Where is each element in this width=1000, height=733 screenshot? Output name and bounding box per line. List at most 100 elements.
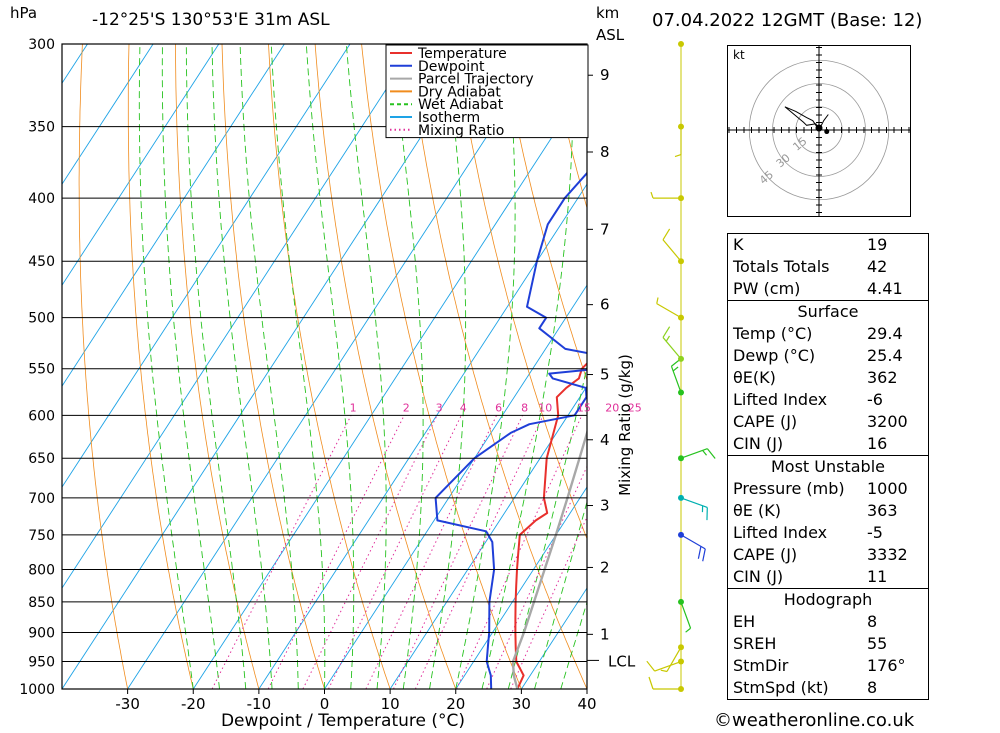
- hodograph-section-title: Hodograph: [728, 588, 928, 611]
- most-unstable-value: 3332: [867, 545, 908, 564]
- wind-barb-half-flag: [660, 669, 668, 673]
- surface-label: Dewp (°C): [733, 346, 816, 365]
- index-value: 4.41: [867, 279, 903, 298]
- pressure-tick-label: 850: [28, 595, 55, 611]
- most-unstable-label: CAPE (J): [733, 545, 798, 564]
- mixing-ratio-label: 25: [628, 401, 642, 414]
- wind-barb-half-flag: [674, 154, 682, 158]
- hodograph-stat-value: 8: [867, 678, 878, 697]
- surface-label: CAPE (J): [733, 412, 798, 431]
- pressure-tick-label: 650: [28, 451, 55, 467]
- wind-barb-shaft: [680, 534, 706, 550]
- dry-adiabat-line: [454, 44, 587, 540]
- isotherm-line: [455, 486, 587, 689]
- wind-barb-shaft: [670, 366, 682, 393]
- most-unstable-value: 363: [867, 501, 898, 520]
- km-tick-label: 5: [600, 366, 610, 384]
- wind-barb-shaft: [656, 303, 682, 319]
- surface-value: 362: [867, 368, 898, 387]
- mixing-ratio-label: 8: [521, 401, 528, 414]
- pressure-tick-label: 350: [28, 120, 55, 136]
- dry-adiabat-line: [361, 44, 522, 689]
- surface-label: CIN (J): [733, 434, 784, 453]
- x-axis-label: Dewpoint / Temperature (°C): [221, 711, 465, 731]
- index-label: PW (cm): [733, 279, 801, 298]
- surface-value: 3200: [867, 412, 908, 431]
- hodograph-stat-row: SREH 55: [728, 633, 928, 655]
- legend-label: Dewpoint: [418, 59, 485, 75]
- hodograph-stat-label: SREH: [733, 634, 777, 653]
- surface-label: Temp (°C): [733, 324, 813, 343]
- wind-barb-dot: [678, 123, 684, 130]
- km-tick-label: 9: [600, 66, 610, 84]
- legend-label: Dry Adiabat: [418, 84, 501, 100]
- mixing-ratio-label: 1: [350, 401, 357, 414]
- mixing-ratio-line: [365, 415, 498, 689]
- mixing-ratio-line: [267, 415, 405, 689]
- pressure-tick-label: 900: [28, 626, 55, 642]
- dry-adiabat-line: [959, 26, 1000, 689]
- datetime-title: 07.04.2022 12GMT (Base: 12): [652, 10, 923, 31]
- hodograph-stat-row: StmSpd (kt) 8: [728, 677, 928, 699]
- mixing-ratio-line: [328, 415, 462, 689]
- wet-adiabat-line: [534, 500, 587, 689]
- pressure-tick-label: 450: [28, 254, 55, 270]
- surface-value: 29.4: [867, 324, 903, 343]
- pressure-unit-label: hPa: [10, 4, 38, 22]
- most-unstable-row: Pressure (mb) 1000: [728, 478, 928, 500]
- surface-row: Temp (°C) 29.4: [728, 323, 928, 345]
- most-unstable-row: Lifted Index -5: [728, 522, 928, 544]
- surface-row: Dewp (°C) 25.4: [728, 345, 928, 367]
- wind-barb-shaft: [680, 497, 708, 509]
- pressure-tick-label: 950: [28, 655, 55, 671]
- pressure-tick-label: 300: [28, 37, 55, 53]
- wind-barb-half-flag: [656, 297, 659, 304]
- dry-adiabat-line: [314, 44, 457, 689]
- km-tick-label: 2: [600, 558, 610, 576]
- index-row: PW (cm) 4.41: [728, 278, 928, 300]
- legend-label: Mixing Ratio: [418, 123, 504, 139]
- wind-barb-shaft: [666, 646, 682, 672]
- wind-barb-flag: [648, 676, 654, 690]
- index-label: Totals Totals: [733, 257, 830, 276]
- isotherm-line: [0, 44, 22, 689]
- most-unstable-row: CIN (J) 11: [728, 566, 928, 588]
- wet-adiabat-line: [429, 44, 467, 689]
- wet-adiabat-line: [305, 44, 355, 689]
- hodograph-ring-label: 30: [774, 151, 793, 170]
- wind-barb-shaft: [662, 337, 682, 360]
- index-row: Totals Totals 42: [728, 256, 928, 278]
- legend-label: Isotherm: [418, 110, 480, 126]
- km-tick-label: 7: [600, 220, 610, 238]
- isotherm-line: [324, 284, 587, 689]
- hodograph-stat-value: 176°: [867, 656, 906, 675]
- surface-row: θE(K) 362: [728, 367, 928, 389]
- dry-adiabat-line: [407, 44, 587, 689]
- isotherm-line: [62, 44, 220, 287]
- wind-barb-shaft: [662, 239, 682, 262]
- mixing-ratio-label: 2: [403, 401, 410, 414]
- mixing-ratio-line: [393, 415, 524, 689]
- hodograph-stat-row: StmDir 176°: [728, 655, 928, 677]
- surface-row: CIN (J) 16: [728, 433, 928, 455]
- mixing-ratio-label: 3: [436, 401, 443, 414]
- index-row: K 19: [728, 234, 928, 256]
- temperature-tick-label: 30: [512, 695, 531, 713]
- dry-adiabat-line: [78, 44, 128, 689]
- location-title: -12°25'S 130°53'E 31m ASL: [92, 10, 330, 30]
- temperature-curve: [514, 362, 587, 689]
- wet-adiabat-line: [270, 44, 326, 689]
- surface-row: Lifted Index -6: [728, 389, 928, 411]
- surface-value: 25.4: [867, 346, 903, 365]
- dry-adiabat-line: [127, 44, 194, 689]
- indices-table: K 19 Totals Totals 42 PW (cm) 4.41 Surface Te…: [727, 233, 929, 700]
- dry-adiabat-line: [175, 44, 260, 689]
- surface-section-title: Surface: [728, 300, 928, 323]
- wind-barb-half-flag: [672, 366, 679, 372]
- temperature-tick-label: 10: [381, 695, 400, 713]
- hodograph-stat-row: EH 8: [728, 611, 928, 633]
- pressure-tick-label: 800: [28, 562, 55, 578]
- temperature-tick-label: 0: [320, 695, 330, 713]
- credit-text: ©weatheronline.co.uk: [714, 710, 915, 731]
